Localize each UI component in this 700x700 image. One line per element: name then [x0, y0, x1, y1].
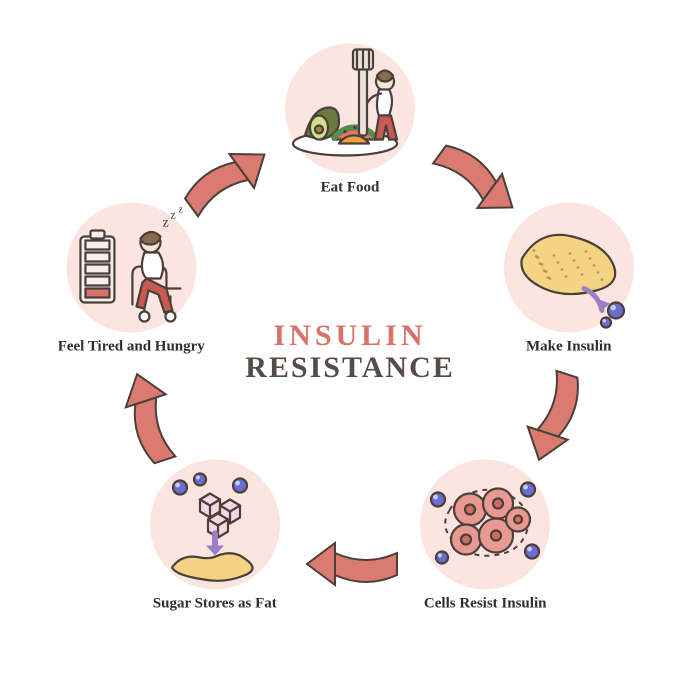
cycle-node-eat-food: Eat Food [285, 44, 415, 197]
node-illustration [504, 202, 634, 332]
svg-text:z: z [170, 207, 175, 221]
cycle-arrow [506, 394, 600, 445]
node-label: Make Insulin [504, 338, 634, 355]
node-illustration [150, 460, 280, 590]
cycle-node-cells-resist: Cells Resist Insulin [420, 460, 550, 613]
node-label: Sugar Stores as Fat [150, 596, 280, 613]
title-line2: RESISTANCE [245, 351, 455, 383]
node-label: Eat Food [285, 180, 415, 197]
node-label: Cells Resist Insulin [420, 596, 550, 613]
cycle-arrow [104, 394, 198, 445]
node-illustration: zzz [66, 202, 196, 332]
svg-text:z: z [162, 215, 168, 230]
cycle-arrow [305, 541, 399, 592]
cycle-node-make-insulin: Make Insulin [504, 202, 634, 355]
title-line1: INSULIN [245, 320, 455, 352]
cycle-node-tired-hungry: zzz Feel Tired and Hungry [58, 202, 205, 355]
cycle-arrow [181, 158, 275, 209]
node-illustration [285, 44, 415, 174]
node-illustration [420, 460, 550, 590]
cycle-arrow [429, 158, 523, 209]
cycle-node-sugar-fat: Sugar Stores as Fat [150, 460, 280, 613]
node-label: Feel Tired and Hungry [58, 338, 205, 355]
diagram-title: INSULINRESISTANCE [245, 320, 455, 383]
